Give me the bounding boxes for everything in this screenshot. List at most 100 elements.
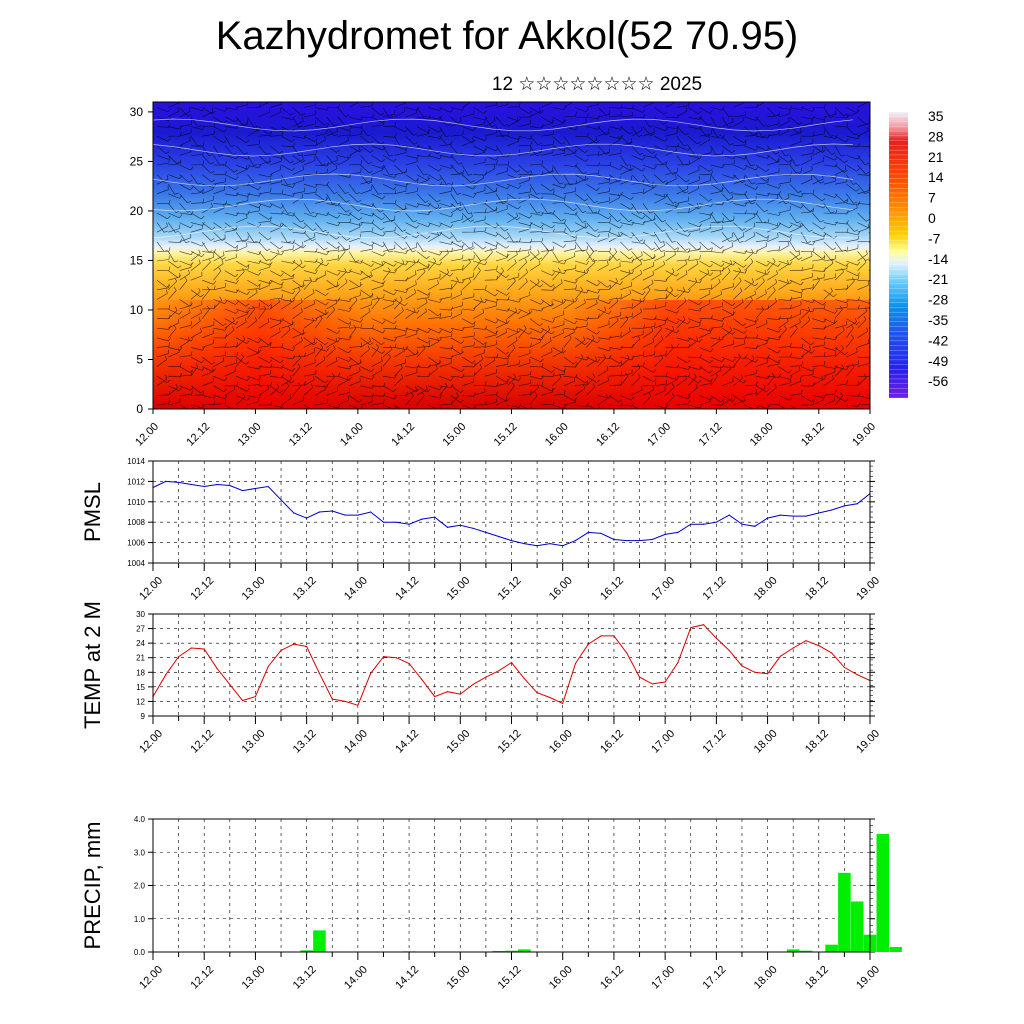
y-tick-label: 4.0 [134, 815, 146, 824]
y-tick-label: 2.0 [134, 882, 146, 891]
x-tick-label: 15.00 [444, 575, 472, 603]
heatmap-x-tick-label: 16.00 [543, 421, 571, 449]
data-point [280, 499, 282, 501]
data-point [779, 655, 781, 657]
heatmap-x-tick-label: 12.12 [184, 421, 212, 449]
wind-barbs [153, 102, 870, 409]
data-point [626, 539, 628, 542]
temperature-contours [153, 118, 854, 239]
data-point [254, 695, 257, 698]
data-point [536, 545, 538, 547]
data-point [446, 526, 449, 528]
x-tick-label: 17.00 [649, 728, 677, 756]
data-point [306, 645, 308, 648]
colorbar-label: -7 [928, 230, 941, 246]
data-point [459, 524, 461, 526]
colorbar-label: 28 [928, 128, 944, 144]
colorbar-labels: 35 28 21 14 7 0 -7 -14 -21 -28 -35 -42 -49 -56 [928, 108, 948, 389]
x-tick-label: 15.00 [444, 728, 472, 756]
x-tick-label: 17.12 [701, 575, 729, 603]
x-tick-label: 18.12 [803, 728, 831, 756]
data-point [830, 652, 833, 654]
heatmap-y-tick-label: 10 [130, 303, 144, 317]
x-tick-label: 15.12 [496, 728, 524, 756]
data-point [190, 647, 193, 649]
y-axis-label: TEMP at 2 M [80, 601, 105, 729]
data-point [382, 656, 385, 658]
chart-subtitle: 12 ☆☆☆☆☆☆☆☆ 2025 [0, 73, 1024, 96]
x-tick-label: 19.00 [854, 575, 882, 603]
data-point [600, 635, 602, 637]
data-point [766, 673, 769, 675]
x-tick-label: 16.12 [598, 964, 626, 992]
heatmap-x-tick-label: 17.00 [645, 421, 673, 449]
x-tick-label: 13.12 [291, 728, 319, 756]
precip-bar [300, 950, 313, 952]
data-point [331, 698, 333, 700]
x-tick-label: 16.00 [547, 964, 575, 992]
data-point [408, 523, 410, 525]
colorbar-label: 7 [928, 190, 936, 206]
x-tick-label: 13.12 [291, 964, 319, 992]
y-tick-label: 1.0 [134, 915, 146, 924]
data-point [229, 683, 231, 686]
data-point [357, 704, 359, 706]
y-tick-label: 1006 [127, 539, 145, 548]
data-point [715, 637, 717, 639]
subtitle-year: 2025 [659, 74, 703, 95]
data-point [344, 514, 346, 516]
data-point [613, 635, 615, 637]
colorbar-label: 14 [928, 169, 944, 185]
x-tick-label: 12.00 [137, 575, 165, 603]
y-tick-label: 21 [136, 654, 145, 663]
data-point [587, 643, 589, 645]
data-point [485, 531, 487, 534]
precip-bar [799, 950, 813, 952]
data-point [728, 649, 730, 652]
data-point [856, 503, 858, 505]
data-point [408, 662, 410, 665]
x-tick-label: 14.00 [342, 728, 370, 756]
data-point [626, 652, 628, 654]
heatmap-y-tick-label: 0 [136, 402, 143, 416]
heatmap-x-tick-label: 12.00 [133, 421, 161, 449]
colorbar-label: 35 [928, 108, 944, 124]
data-point [741, 523, 743, 525]
colorbar-label: -49 [928, 353, 948, 369]
data-point [331, 510, 333, 512]
precip-bar [786, 949, 800, 952]
heatmap-x-tick-label: 13.00 [236, 421, 264, 449]
x-tick-label: 12.00 [137, 728, 165, 756]
data-point [638, 539, 641, 542]
data-point [254, 487, 257, 490]
precip-bar [876, 833, 890, 952]
y-tick-label: 1010 [127, 498, 145, 507]
data-point [357, 514, 359, 516]
data-point [562, 545, 564, 547]
data-point [562, 702, 564, 704]
x-tick-label: 13.00 [240, 964, 268, 992]
data-point [638, 676, 641, 678]
colorbar-label: 21 [928, 149, 944, 165]
data-point [280, 649, 282, 652]
data-point [370, 511, 372, 513]
x-tick-label: 19.00 [854, 728, 882, 756]
data-point [434, 695, 436, 698]
heatmap-x-axis: 12.00 12.12 13.00 13.12 14.00 14.12 15.00 15.12… [133, 409, 878, 449]
x-tick-label: 17.12 [701, 728, 729, 756]
data-point [395, 521, 397, 523]
data-point [715, 521, 717, 523]
y-tick-label: 1014 [127, 457, 145, 466]
data-point [229, 484, 231, 487]
data-point [651, 538, 653, 541]
heatmap-x-tick-label: 15.00 [440, 421, 468, 449]
x-tick-label: 13.12 [291, 575, 319, 603]
wind-barb-field [156, 102, 870, 409]
data-point [741, 665, 743, 667]
data-point [728, 514, 730, 516]
precip-bar [838, 872, 851, 952]
data-point [754, 671, 756, 673]
temp-panel: 9 12 15 18 21 24 27 30 12.00 12.12 13.00 13.12 14.00… [80, 601, 882, 756]
data-point [805, 515, 807, 517]
colorbar-lines [889, 111, 908, 399]
